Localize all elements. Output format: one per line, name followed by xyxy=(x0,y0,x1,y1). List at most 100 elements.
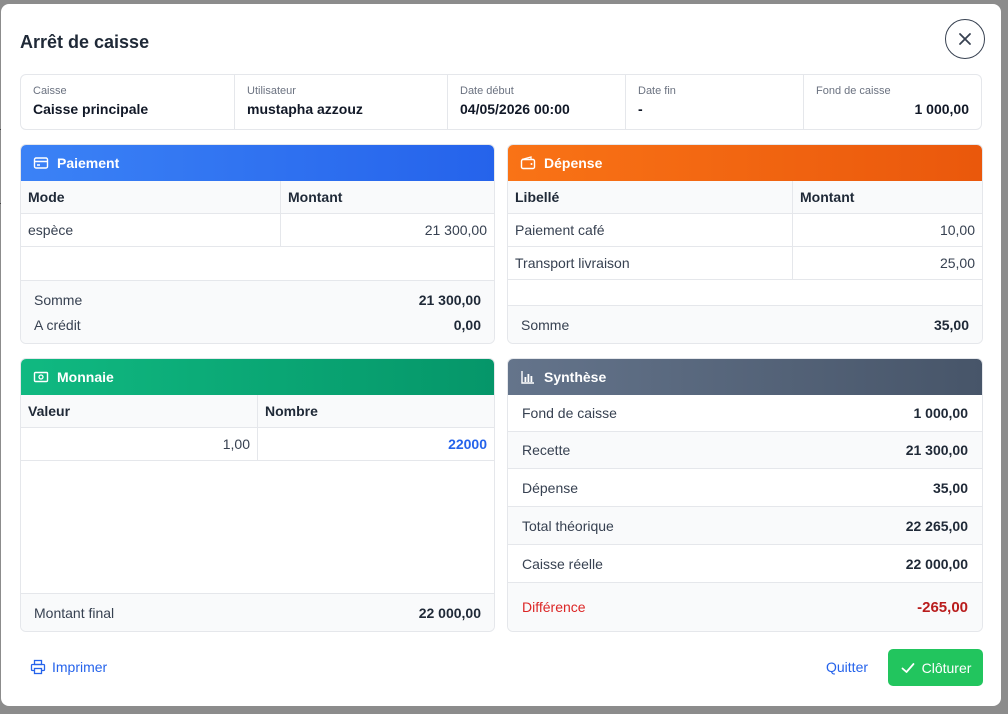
total-row: Somme 35,00 xyxy=(521,312,969,337)
mode-cell: espèce xyxy=(21,213,281,247)
synthese-header: Synthèse xyxy=(508,359,982,395)
montant-cell: 10,00 xyxy=(792,213,982,247)
table-header-row: Libellé Montant xyxy=(508,181,982,214)
synthese-row: Dépense 35,00 xyxy=(508,469,982,507)
libelle-cell: Transport livraison xyxy=(508,246,793,280)
table-row[interactable]: Paiement café 10,00 xyxy=(508,213,982,247)
paiement-header: Paiement xyxy=(21,145,494,181)
print-label: Imprimer xyxy=(52,659,108,675)
depense-card: Dépense Libellé Montant Paiement café 10… xyxy=(507,144,983,344)
total-value: 0,00 xyxy=(453,316,481,333)
info-label: Utilisateur xyxy=(247,85,296,97)
session-info-bar: Caisse Caisse principale Utilisateur mus… xyxy=(20,74,982,130)
synthese-row: Fond de caisse 1 000,00 xyxy=(508,395,982,432)
info-date-debut: Date début 04/05/2026 00:00 xyxy=(448,75,626,129)
montant-cell: 21 300,00 xyxy=(280,213,494,247)
total-value: 35,00 xyxy=(933,316,969,333)
synthese-label: Dépense xyxy=(522,479,579,496)
valeur-cell: 1,00 xyxy=(21,427,258,461)
printer-icon xyxy=(30,659,46,675)
column-header: Montant xyxy=(280,181,494,214)
table-row[interactable]: espèce 21 300,00 xyxy=(21,213,494,247)
monnaie-card: Monnaie Valeur Nombre 1,00 22000 Montant… xyxy=(20,358,495,632)
info-label: Caisse xyxy=(33,85,67,97)
monnaie-header: Monnaie xyxy=(21,359,494,395)
synthese-value: 21 300,00 xyxy=(905,442,968,458)
banknote-icon xyxy=(33,369,49,385)
check-icon xyxy=(900,660,916,676)
difference-label: Différence xyxy=(522,599,586,615)
info-label: Date début xyxy=(460,85,514,97)
monnaie-totals: Montant final 22 000,00 xyxy=(21,593,494,631)
total-label: A crédit xyxy=(34,316,81,333)
total-row: Montant final 22 000,00 xyxy=(34,600,481,625)
depense-table: Libellé Montant Paiement café 10,00 Tran… xyxy=(508,181,982,280)
total-row: Somme 21 300,00 xyxy=(34,287,481,312)
info-value: - xyxy=(638,101,643,117)
synthese-label: Fond de caisse xyxy=(522,405,617,421)
info-value: Caisse principale xyxy=(33,101,149,117)
info-utilisateur: Utilisateur mustapha azzouz xyxy=(235,75,448,129)
synthese-row: Total théorique 22 265,00 xyxy=(508,507,982,545)
info-caisse: Caisse Caisse principale xyxy=(21,75,235,129)
info-label: Date fin xyxy=(638,85,676,97)
column-header: Mode xyxy=(21,181,281,214)
montant-cell: 25,00 xyxy=(792,246,982,280)
total-label: Montant final xyxy=(34,604,115,621)
table-header-row: Valeur Nombre xyxy=(21,395,494,428)
cash-closing-dialog: Arrêt de caisse Caisse Caisse principale… xyxy=(1,4,1001,706)
info-value: mustapha azzouz xyxy=(247,101,363,117)
quit-button[interactable]: Quitter xyxy=(826,659,869,675)
bar-chart-icon xyxy=(520,369,536,385)
paiement-title: Paiement xyxy=(57,155,120,171)
difference-value: -265,00 xyxy=(917,598,968,616)
synthese-value: 22 265,00 xyxy=(905,517,968,534)
total-row: A crédit 0,00 xyxy=(34,312,481,337)
column-header: Valeur xyxy=(21,395,258,428)
libelle-cell: Paiement café xyxy=(508,213,793,247)
close-dialog-button[interactable] xyxy=(945,19,985,59)
synthese-label: Recette xyxy=(522,442,571,458)
info-label: Fond de caisse xyxy=(816,85,891,97)
info-fond-de-caisse: Fond de caisse 1 000,00 xyxy=(804,75,981,129)
column-header: Nombre xyxy=(257,395,494,428)
table-row[interactable]: Transport livraison 25,00 xyxy=(508,246,982,280)
paiement-table: Mode Montant espèce 21 300,00 xyxy=(21,181,494,247)
credit-card-icon xyxy=(33,155,49,171)
dialog-title: Arrêt de caisse xyxy=(20,32,150,52)
depense-header: Dépense xyxy=(508,145,982,181)
column-header: Montant xyxy=(792,181,982,214)
total-label: Somme xyxy=(521,316,570,333)
total-value: 21 300,00 xyxy=(418,291,481,308)
synthese-row: Caisse réelle 22 000,00 xyxy=(508,545,982,583)
total-value: 22 000,00 xyxy=(418,604,481,621)
synthese-label: Total théorique xyxy=(522,517,614,534)
synthese-title: Synthèse xyxy=(544,369,607,385)
paiement-card: Paiement Mode Montant espèce 21 300,00 S… xyxy=(20,144,495,344)
column-header: Libellé xyxy=(508,181,793,214)
wallet-icon xyxy=(520,155,536,171)
info-value: 04/05/2026 00:00 xyxy=(460,101,570,117)
table-header-row: Mode Montant xyxy=(21,181,494,214)
synthese-value: 35,00 xyxy=(932,479,968,496)
synthese-card: Synthèse Fond de caisse 1 000,00 Recette… xyxy=(507,358,983,632)
synthese-value: 22 000,00 xyxy=(905,555,968,572)
close-icon xyxy=(959,33,971,45)
difference-row: Différence -265,00 xyxy=(508,583,982,631)
monnaie-title: Monnaie xyxy=(57,369,114,385)
monnaie-table: Valeur Nombre 1,00 22000 xyxy=(21,395,494,461)
close-register-button[interactable]: Clôturer xyxy=(888,649,983,686)
synthese-label: Caisse réelle xyxy=(522,555,603,572)
info-date-fin: Date fin - xyxy=(626,75,804,129)
depense-title: Dépense xyxy=(544,155,603,171)
paiement-totals: Somme 21 300,00 A crédit 0,00 xyxy=(21,280,494,343)
print-button[interactable]: Imprimer xyxy=(30,659,107,675)
depense-totals: Somme 35,00 xyxy=(508,305,982,343)
total-label: Somme xyxy=(34,291,83,308)
synthese-row: Recette 21 300,00 xyxy=(508,432,982,469)
nombre-cell[interactable]: 22000 xyxy=(257,427,494,461)
close-register-label: Clôturer xyxy=(921,659,972,676)
table-row[interactable]: 1,00 22000 xyxy=(21,427,494,461)
info-value: 1 000,00 xyxy=(914,101,970,117)
synthese-value: 1 000,00 xyxy=(913,405,969,421)
